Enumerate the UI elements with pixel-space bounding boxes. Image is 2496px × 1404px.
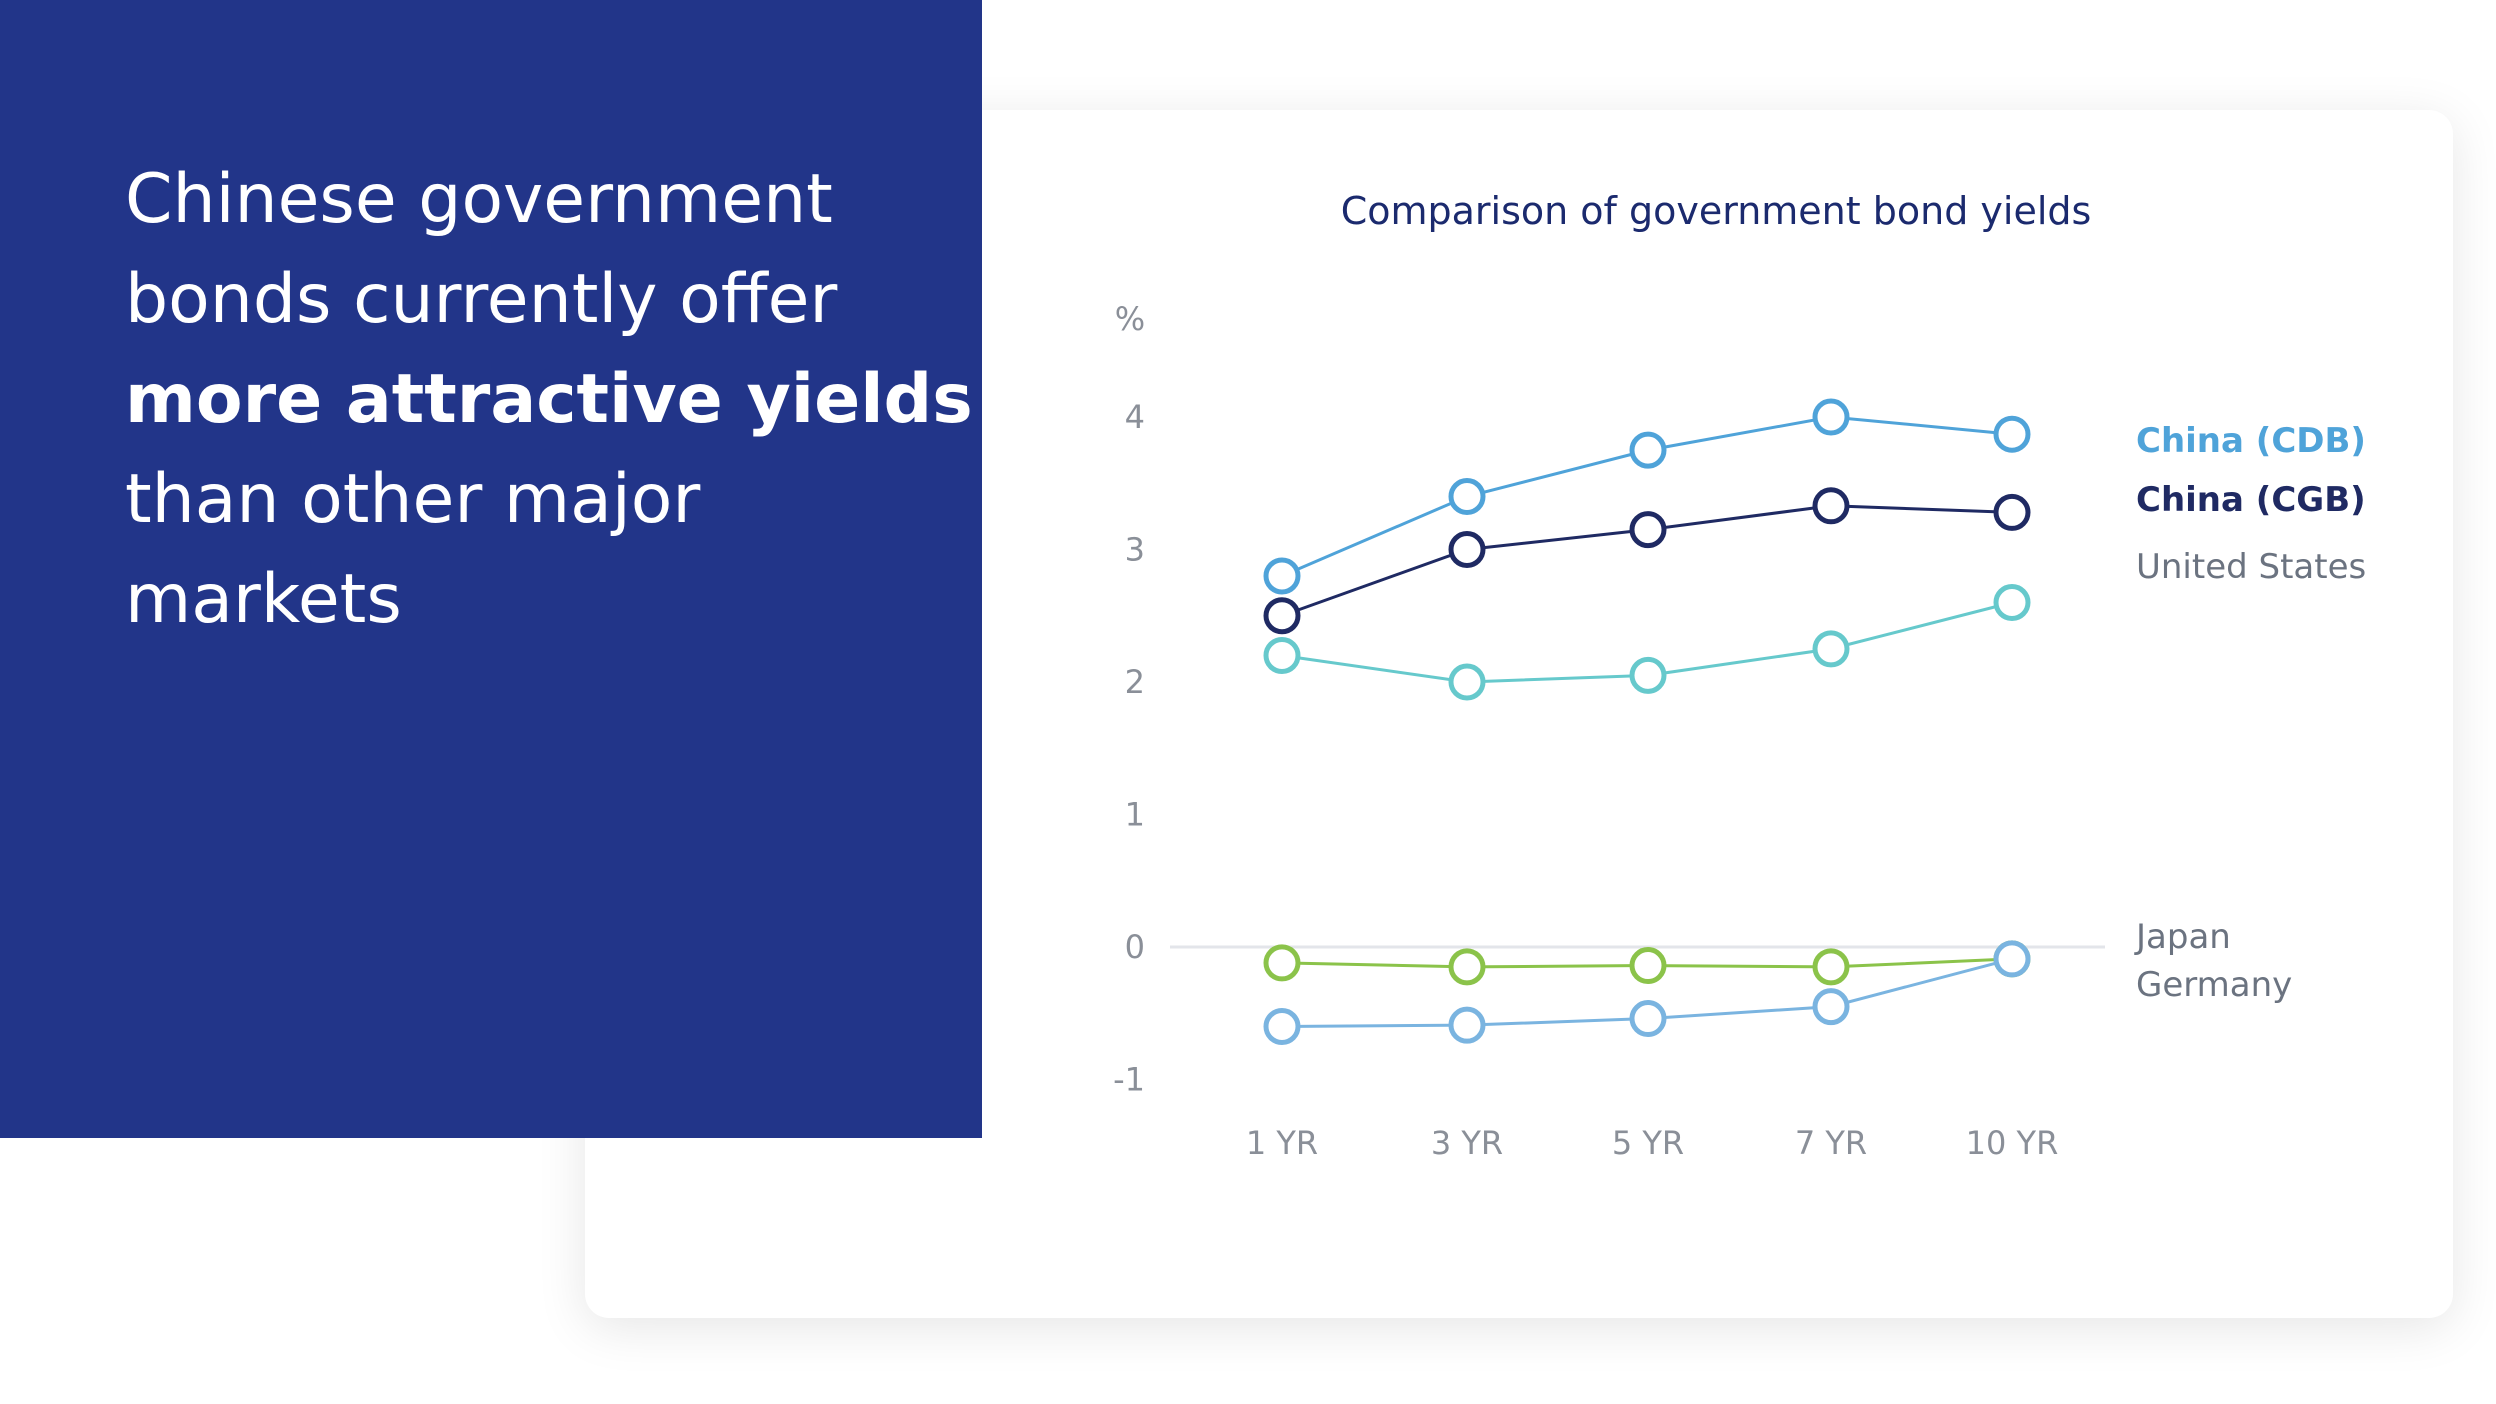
data-point: [1812, 487, 1850, 525]
x-tick-label: 1 YR: [1246, 1124, 1318, 1162]
data-point: [1629, 1000, 1667, 1038]
series-united-states: [1263, 584, 2031, 701]
series-japan: [1263, 940, 2031, 986]
data-point: [1448, 1006, 1486, 1044]
headline-line: than other major: [125, 460, 701, 539]
chart-series: [1263, 398, 2031, 1045]
legend-label: Germany: [2136, 965, 2292, 1005]
y-tick-label: 3: [1125, 531, 1145, 569]
series-china-cgb: [1263, 487, 2031, 635]
y-tick-label: -1: [1113, 1061, 1145, 1099]
legend-label: Japan: [2134, 917, 2231, 957]
y-axis-unit: %: [1115, 300, 1145, 338]
chart-legend: China (CDB) China (CGB) United States Japan…: [2134, 421, 2366, 1005]
headline-line: bonds currently offer: [125, 260, 838, 339]
data-point: [1263, 944, 1301, 982]
data-point: [1812, 948, 1850, 986]
chart-title: Comparison of government bond yields: [1341, 189, 2092, 233]
headline-emphasis: more attractive yields: [125, 360, 973, 439]
y-tick-label: 4: [1125, 398, 1145, 436]
data-point: [1993, 940, 2031, 978]
data-point: [1448, 948, 1486, 986]
data-point: [1993, 415, 2031, 453]
series-germany: [1263, 940, 2031, 1045]
headline-line: markets: [125, 560, 402, 639]
data-point: [1812, 398, 1850, 436]
data-point: [1448, 663, 1486, 701]
x-tick-label: 10 YR: [1966, 1124, 2059, 1162]
data-point: [1448, 531, 1486, 568]
headline-line: Chinese government: [125, 160, 833, 239]
headline: Chinese government bonds currently offer…: [125, 150, 973, 650]
legend-label: China (CGB): [2136, 480, 2366, 520]
data-point: [1993, 493, 2031, 531]
data-point: [1263, 597, 1301, 635]
data-point: [1629, 947, 1667, 985]
legend-label: China (CDB): [2136, 421, 2366, 461]
data-point: [1263, 1008, 1301, 1045]
y-tick-label: 1: [1125, 796, 1145, 834]
x-tick-label: 3 YR: [1431, 1124, 1503, 1162]
data-point: [1629, 431, 1667, 469]
data-point: [1263, 637, 1301, 674]
y-tick-label: 2: [1125, 663, 1145, 701]
data-point: [1993, 584, 2031, 621]
y-tick-label: 0: [1125, 928, 1145, 966]
y-axis-ticks: 4 3 2 1 0 -1: [1113, 398, 1145, 1099]
x-tick-label: 7 YR: [1795, 1124, 1867, 1162]
data-point: [1812, 630, 1850, 668]
legend-label: United States: [2136, 547, 2366, 587]
data-point: [1629, 511, 1667, 549]
data-point: [1629, 656, 1667, 694]
data-point: [1812, 988, 1850, 1026]
headline-panel: Chinese government bonds currently offer…: [0, 0, 982, 1138]
data-point: [1448, 478, 1486, 515]
data-point: [1263, 557, 1301, 595]
series-china-cdb: [1263, 398, 2031, 595]
x-axis-ticks: 1 YR 3 YR 5 YR 7 YR 10 YR: [1246, 1124, 2058, 1162]
x-tick-label: 5 YR: [1612, 1124, 1684, 1162]
